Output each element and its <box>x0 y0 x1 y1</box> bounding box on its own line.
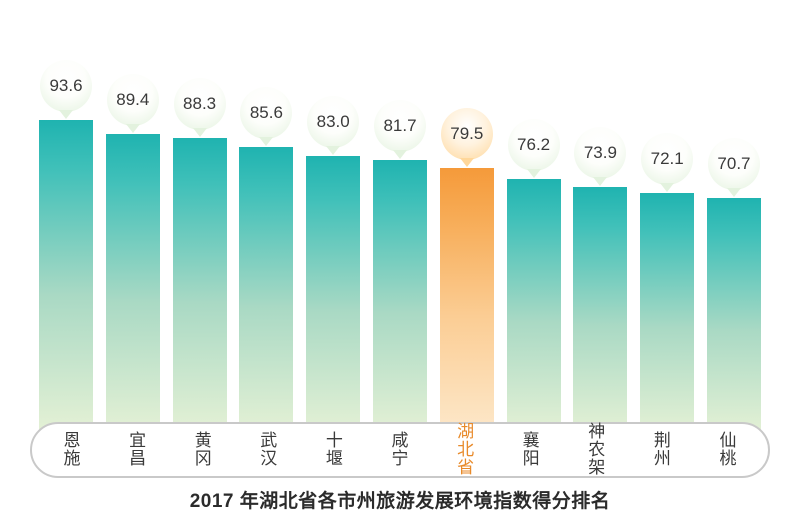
value-bubble: 93.6 <box>40 60 92 112</box>
bar <box>239 147 293 438</box>
category-label: 十 堰 <box>304 432 364 468</box>
bar-value-label: 72.1 <box>651 149 684 169</box>
bar <box>373 160 427 438</box>
category-labels-pill: 恩 施宜 昌黄 冈武 汉十 堰咸 宁湖 北 省襄 阳神 农 架荆 州仙 桃 <box>30 422 770 478</box>
value-bubble: 85.6 <box>240 87 292 139</box>
bar-group-1: 89.4 <box>103 74 163 438</box>
bar <box>39 120 93 438</box>
bar <box>440 168 494 438</box>
bar-value-label: 89.4 <box>116 90 149 110</box>
value-bubble: 79.5 <box>441 108 493 160</box>
bar-group-2: 88.3 <box>170 78 230 438</box>
bar-group-5: 81.7 <box>370 100 430 438</box>
bars-row: 93.6 89.4 88.3 85.6 83.0 81.7 79.5 76.2 73.9 72.1… <box>36 18 764 438</box>
bar-group-8: 73.9 <box>570 127 630 438</box>
bar-group-0: 93.6 <box>36 60 96 438</box>
value-bubble: 72.1 <box>641 133 693 185</box>
bar <box>573 187 627 438</box>
category-label: 仙 桃 <box>698 432 758 468</box>
bar-value-label: 81.7 <box>383 116 416 136</box>
category-label: 湖 北 省 <box>436 423 496 477</box>
bar <box>640 193 694 438</box>
bar-value-label: 85.6 <box>250 103 283 123</box>
category-label: 神 农 架 <box>567 423 627 477</box>
bar-group-7: 76.2 <box>504 119 564 438</box>
chart-area: 93.6 89.4 88.3 85.6 83.0 81.7 79.5 76.2 73.9 72.1… <box>36 18 764 438</box>
bar-value-label: 76.2 <box>517 135 550 155</box>
bar <box>707 198 761 438</box>
value-bubble: 88.3 <box>174 78 226 130</box>
bar-value-label: 88.3 <box>183 94 216 114</box>
bar-group-3: 85.6 <box>236 87 296 438</box>
bar <box>106 134 160 438</box>
bar <box>507 179 561 438</box>
category-label: 咸 宁 <box>370 432 430 468</box>
bar-group-9: 72.1 <box>637 133 697 438</box>
category-label: 恩 施 <box>42 432 102 468</box>
bar-group-4: 83.0 <box>303 96 363 438</box>
bar <box>173 138 227 438</box>
bar-value-label: 93.6 <box>49 76 82 96</box>
bar-value-label: 73.9 <box>584 143 617 163</box>
chart-title: 2017 年湖北省各市州旅游发展环境指数得分排名 <box>0 486 800 513</box>
value-bubble: 83.0 <box>307 96 359 148</box>
bar-value-label: 83.0 <box>317 112 350 132</box>
bar-group-10: 70.7 <box>704 138 764 438</box>
bar-value-label: 79.5 <box>450 124 483 144</box>
value-bubble: 89.4 <box>107 74 159 126</box>
category-label: 襄 阳 <box>501 432 561 468</box>
value-bubble: 73.9 <box>574 127 626 179</box>
category-label: 宜 昌 <box>108 432 168 468</box>
category-label: 荆 州 <box>632 432 692 468</box>
value-bubble: 70.7 <box>708 138 760 190</box>
bar-group-6: 79.5 <box>437 108 497 438</box>
bar-value-label: 70.7 <box>717 154 750 174</box>
value-bubble: 76.2 <box>508 119 560 171</box>
bar <box>306 156 360 438</box>
category-label: 黄 冈 <box>173 432 233 468</box>
value-bubble: 81.7 <box>374 100 426 152</box>
category-label: 武 汉 <box>239 432 299 468</box>
